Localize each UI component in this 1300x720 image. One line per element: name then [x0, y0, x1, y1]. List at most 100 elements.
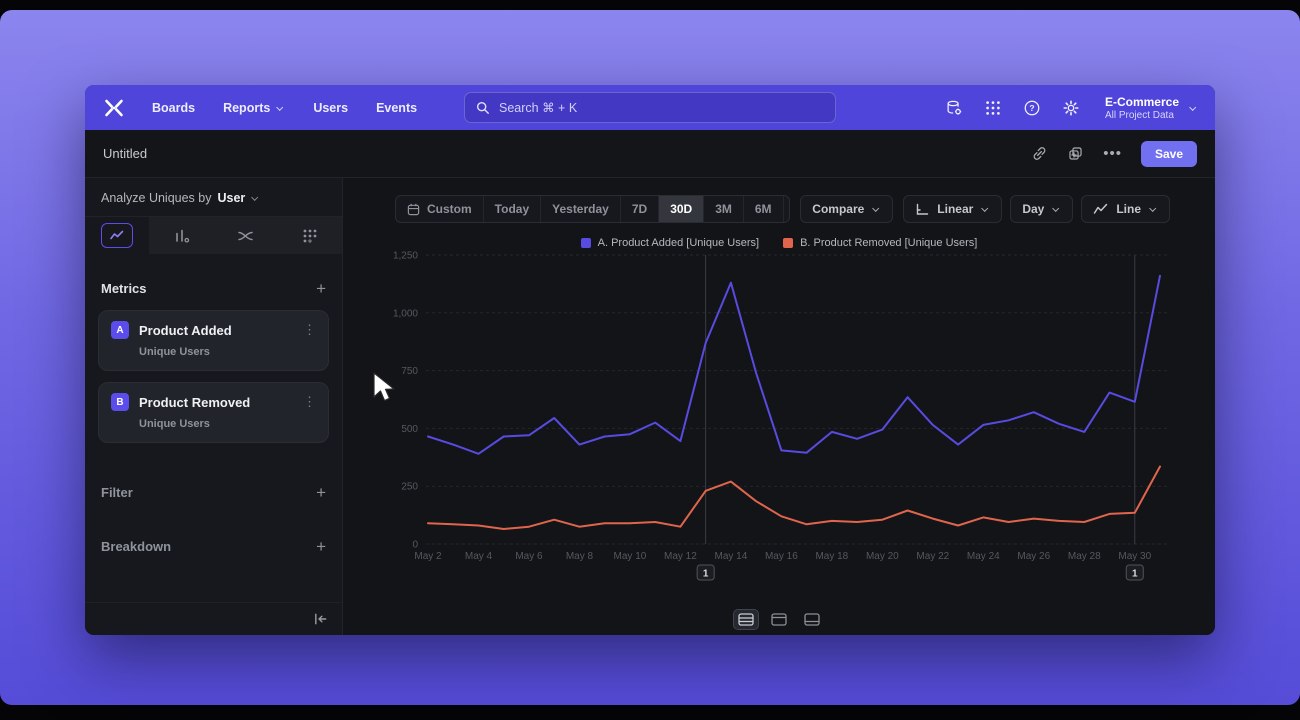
series-line-a[interactable]: [427, 274, 1161, 455]
annotation-badge[interactable]: [1125, 564, 1144, 581]
apps-grid-icon[interactable]: [984, 99, 1002, 117]
titlebar-actions: ••• Save: [1031, 140, 1197, 167]
add-filter-button[interactable]: +: [316, 483, 326, 502]
toggle-table-view[interactable]: [800, 610, 824, 629]
funnels-bars-icon: [176, 229, 190, 243]
range-label: 6M: [754, 202, 772, 216]
view-toggle-bar: [343, 603, 1215, 635]
range-label: 30D: [670, 202, 693, 216]
range-label: 7D: [631, 202, 648, 216]
range-label: Yesterday: [552, 202, 609, 216]
legend-swatch: [580, 238, 591, 248]
add-breakdown-button[interactable]: +: [316, 537, 326, 556]
x-axis-tick: May 10: [614, 551, 647, 562]
calendar-icon: [407, 203, 420, 215]
metric-name: Product Added: [139, 322, 232, 338]
range-custom[interactable]: Custom: [396, 196, 483, 222]
range-12m[interactable]: 12M: [782, 196, 790, 222]
chevron-down-icon: [1189, 105, 1198, 111]
link-icon[interactable]: [1031, 145, 1048, 162]
nav-item-events[interactable]: Events: [376, 101, 417, 115]
tab-flows[interactable]: [213, 217, 278, 254]
app-window: Boards Reports Users Events Search ⌘ + K: [85, 85, 1215, 635]
range-3m[interactable]: 3M: [703, 196, 743, 222]
data-management-icon[interactable]: [945, 99, 963, 117]
more-options-icon[interactable]: •••: [1103, 145, 1122, 162]
metric-aggregation[interactable]: Unique Users: [139, 346, 210, 358]
nav-item-boards[interactable]: Boards: [152, 101, 195, 115]
legend-label: B. Product Removed [Unique Users]: [800, 237, 978, 249]
project-name: E-Commerce: [1104, 94, 1179, 109]
metric-badge-b: B: [111, 393, 129, 411]
metric-menu-icon[interactable]: ⋮: [303, 394, 316, 409]
chevron-down-icon: [1052, 206, 1061, 212]
help-icon[interactable]: ?: [1023, 99, 1041, 117]
range-label: 3M: [715, 202, 732, 216]
chart-canvas[interactable]: 0 250 500 750 1,000 1,250 May 2 May 4 May 6 May 8…: [343, 249, 1215, 589]
toggle-split-view[interactable]: [733, 608, 759, 630]
settings-gear-icon[interactable]: [1062, 99, 1080, 117]
project-scope: All Project Data: [1104, 109, 1174, 121]
line-chart[interactable]: 0 250 500 750 1,000 1,250 May 2 May 4 May 6 May 8…: [343, 249, 1215, 603]
chevron-down-icon: [981, 206, 990, 212]
add-metric-button[interactable]: +: [316, 279, 326, 298]
y-axis-tick: 1,000: [393, 308, 418, 319]
analyze-entity-dropdown[interactable]: User: [217, 191, 260, 205]
nav-item-label: Users: [313, 100, 349, 115]
chevron-down-icon: [276, 105, 285, 111]
project-selector[interactable]: E-Commerce All Project Data: [1105, 95, 1198, 121]
y-axis-tick: 500: [401, 424, 418, 435]
toggle-chart-view[interactable]: [767, 610, 791, 629]
x-axis-tick: May 14: [714, 551, 747, 562]
y-axis-tick: 250: [401, 482, 418, 493]
save-button[interactable]: Save: [1140, 140, 1197, 167]
range-yesterday[interactable]: Yesterday: [540, 196, 620, 222]
retention-dots-icon: [303, 229, 317, 243]
scale-dropdown[interactable]: Linear: [903, 195, 1003, 223]
nav-item-reports[interactable]: Reports: [223, 101, 285, 115]
legend-item-b[interactable]: B. Product Removed [Unique Users]: [783, 237, 977, 249]
x-axis-tick: May 18: [815, 551, 848, 562]
range-today[interactable]: Today: [482, 196, 540, 222]
collapse-sidebar-icon[interactable]: [313, 612, 328, 626]
chevron-down-icon: [1149, 206, 1158, 212]
copy-icon[interactable]: [1067, 145, 1084, 162]
mixpanel-logo-icon[interactable]: [102, 96, 126, 120]
metric-menu-icon[interactable]: ⋮: [303, 322, 316, 337]
breakdown-header: Breakdown +: [85, 538, 342, 555]
flows-icon: [238, 231, 253, 240]
interval-dropdown[interactable]: Day: [1010, 195, 1074, 223]
chart-type-dropdown[interactable]: Line: [1081, 195, 1170, 223]
query-sidebar: Analyze Uniques by User: [85, 178, 343, 635]
metric-name: Product Removed: [139, 394, 251, 410]
svg-text:?: ?: [1029, 103, 1034, 113]
x-axis-tick: May 24: [967, 551, 1000, 562]
tab-funnels[interactable]: [149, 217, 214, 254]
annotation-badge[interactable]: [696, 564, 715, 581]
axis-scale-icon: [917, 203, 929, 215]
range-7d[interactable]: 7D: [619, 196, 658, 222]
analyze-label: Analyze Uniques by: [101, 191, 212, 205]
x-axis-tick: May 6: [515, 551, 543, 562]
series-line-b[interactable]: [427, 465, 1161, 530]
nav-item-label: Boards: [152, 100, 196, 115]
nav-item-users[interactable]: Users: [313, 101, 348, 115]
tab-retention[interactable]: [277, 217, 342, 254]
report-title[interactable]: Untitled: [103, 146, 148, 161]
metrics-title: Metrics: [101, 281, 147, 296]
metric-card-a[interactable]: A Product Added ⋮ Unique Users: [98, 310, 329, 371]
range-30d[interactable]: 30D: [658, 196, 704, 222]
annotation-badge-label: 1: [703, 569, 709, 580]
tab-insights[interactable]: [85, 217, 150, 254]
mouse-cursor: [373, 372, 395, 402]
line-chart-icon: [1094, 203, 1108, 214]
range-6m[interactable]: 6M: [742, 196, 783, 222]
chart-panel: Custom Today Yesterday 7D 30D 3M 6M 12M Compare…: [343, 178, 1215, 635]
annotation-badge-label: 1: [1132, 569, 1138, 580]
metric-aggregation[interactable]: Unique Users: [139, 418, 210, 430]
search-input[interactable]: Search ⌘ + K: [464, 92, 836, 123]
legend-item-a[interactable]: A. Product Added [Unique Users]: [580, 237, 759, 249]
compare-dropdown[interactable]: Compare: [800, 195, 894, 223]
metric-card-b[interactable]: B Product Removed ⋮ Unique Users: [98, 382, 329, 443]
x-axis-tick: May 20: [866, 551, 899, 562]
